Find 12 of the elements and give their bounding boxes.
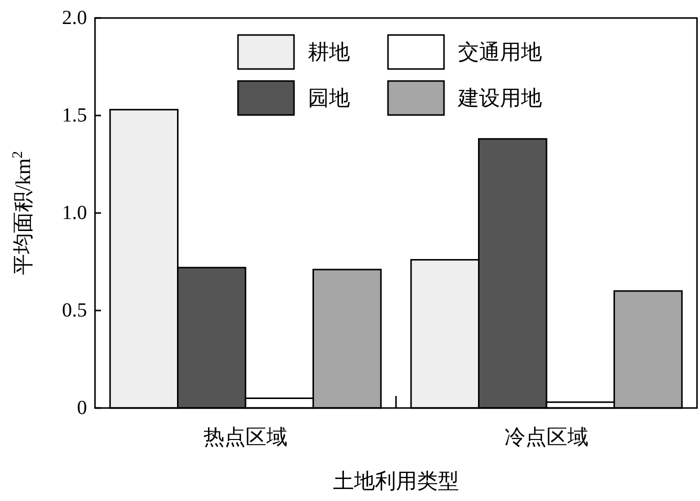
x-tick-label: 冷点区域 xyxy=(504,425,588,449)
y-tick-label: 1.5 xyxy=(62,104,87,126)
y-tick-label: 2.0 xyxy=(62,7,87,29)
y-tick-label: 1.0 xyxy=(62,202,87,224)
legend-label: 耕地 xyxy=(308,40,350,64)
x-axis-title: 土地利用类型 xyxy=(333,469,459,493)
legend-label: 交通用地 xyxy=(458,40,542,64)
y-tick-label: 0.5 xyxy=(62,300,87,322)
y-tick-label: 0 xyxy=(77,397,87,419)
legend-label: 园地 xyxy=(308,86,350,110)
legend-label: 建设用地 xyxy=(457,86,542,110)
x-tick-label: 热点区域 xyxy=(204,425,288,449)
